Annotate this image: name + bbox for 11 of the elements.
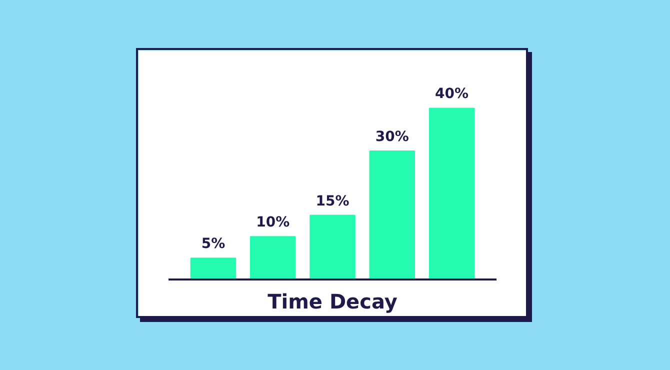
bar xyxy=(428,108,475,280)
bar xyxy=(310,214,356,280)
data-label: 30% xyxy=(375,129,409,146)
data-label: 40% xyxy=(435,86,469,102)
data-label: 5% xyxy=(201,236,226,252)
x-axis-title: Time Decay xyxy=(268,290,398,314)
data-label: 15% xyxy=(316,193,350,210)
bar xyxy=(369,150,415,280)
data-label: 10% xyxy=(256,214,290,231)
bar xyxy=(250,236,296,280)
bar xyxy=(190,258,236,280)
